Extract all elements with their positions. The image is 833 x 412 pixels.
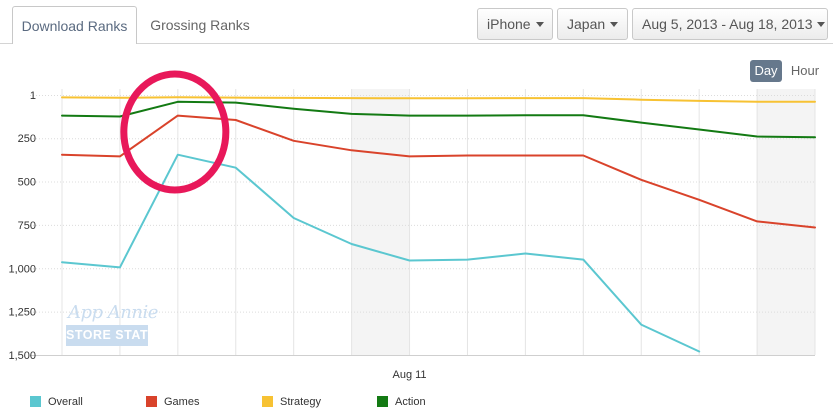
legend-item-strategy[interactable]: Strategy <box>262 394 321 410</box>
legend-label-action: Action <box>395 396 426 408</box>
chevron-down-icon <box>817 21 826 27</box>
legend-swatch-overall <box>30 395 41 407</box>
series-line-strategy <box>61 96 816 103</box>
y-tick-label: 250 <box>18 133 36 145</box>
granularity-day-button[interactable]: Day <box>750 60 782 82</box>
legend-label-games: Games <box>164 396 200 408</box>
vertical-grid <box>61 89 816 355</box>
country-dropdown[interactable]: Japan <box>557 8 628 40</box>
y-tick-label: 500 <box>18 177 36 189</box>
device-dropdown[interactable]: iPhone <box>477 8 553 40</box>
series-lines <box>61 96 816 353</box>
horizontal-grid <box>30 95 815 356</box>
device-dropdown-label: iPhone <box>487 16 531 32</box>
date-range-dropdown[interactable]: Aug 5, 2013 - Aug 18, 2013 <box>632 8 828 40</box>
y-tick-label: 1,000 <box>8 263 36 275</box>
tab-divider-left <box>0 43 12 44</box>
chevron-down-icon <box>535 21 544 27</box>
chevron-down-icon <box>610 21 619 27</box>
annotation-layer <box>120 70 230 194</box>
legend-swatch-action <box>377 395 388 407</box>
date-range-label: Aug 5, 2013 - Aug 18, 2013 <box>642 16 813 32</box>
tab-divider <box>137 43 833 44</box>
app-annie-watermark: App Annie STORE STATS <box>66 302 158 348</box>
series-line-overall <box>61 153 701 353</box>
legend-item-overall[interactable]: Overall <box>30 394 83 410</box>
watermark-line1: App Annie <box>68 302 158 323</box>
tab-download-ranks[interactable]: Download Ranks <box>12 6 137 44</box>
series-line-games <box>61 114 816 229</box>
legend-swatch-strategy <box>262 395 273 407</box>
watermark-line2: STORE STATS <box>66 325 156 346</box>
legend-item-games[interactable]: Games <box>146 394 199 410</box>
y-tick-label: 1,250 <box>8 307 36 319</box>
legend-label-overall: Overall <box>48 396 83 408</box>
y-tick-label: 750 <box>18 220 36 232</box>
legend-label-strategy: Strategy <box>280 396 321 408</box>
weekend-band-0 <box>351 89 410 355</box>
highlight-circle <box>120 70 230 194</box>
x-axis-tick-labels: Aug 11 <box>393 369 427 381</box>
legend-item-action[interactable]: Action <box>377 394 426 410</box>
x-tick-label: Aug 11 <box>393 369 427 381</box>
tab-grossing-ranks[interactable]: Grossing Ranks <box>150 17 250 33</box>
y-tick-label: 1 <box>30 90 36 102</box>
y-axis-tick-labels: 1 250 500 750 1,000 1,250 1,500 <box>8 90 36 362</box>
series-line-action <box>61 100 816 139</box>
legend-swatch-games <box>146 395 157 407</box>
y-tick-label: 1,500 <box>8 350 36 362</box>
granularity-hour-button[interactable]: Hour <box>790 63 820 78</box>
country-dropdown-label: Japan <box>567 16 606 32</box>
